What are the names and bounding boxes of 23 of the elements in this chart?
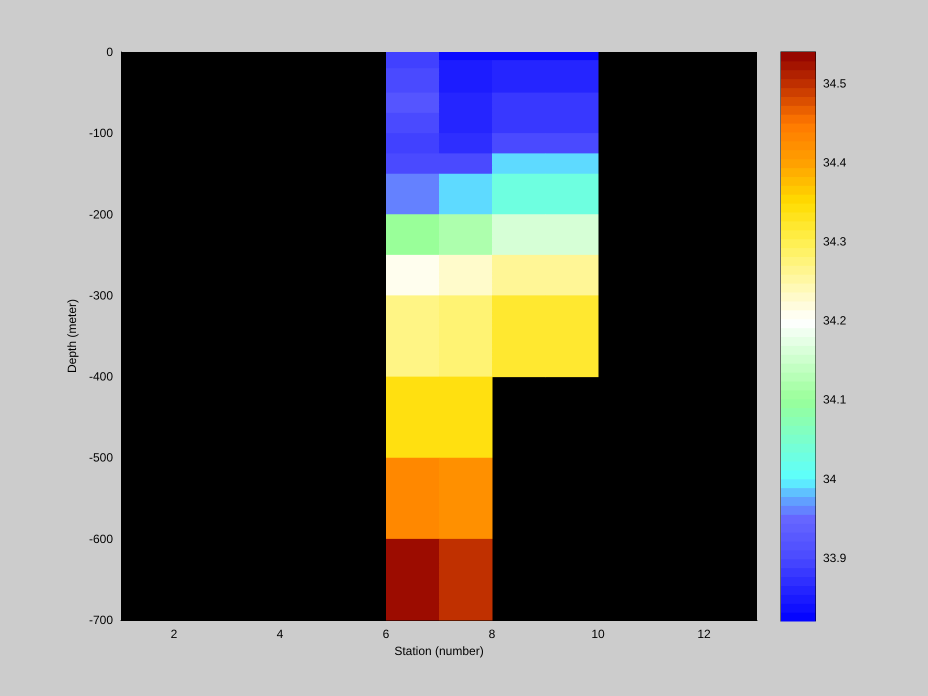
y-tick-label: 0: [106, 45, 114, 59]
x-tick-label: 2: [170, 627, 178, 641]
y-axis-title: Depth (meter): [65, 298, 80, 374]
color-bar-label: 34.5: [823, 76, 847, 91]
x-tick-label: 8: [488, 627, 496, 641]
y-tick-label: -600: [88, 532, 114, 546]
x-tick-label: 4: [276, 627, 284, 641]
y-tick-label: -300: [88, 288, 114, 302]
y-tick-label: -700: [88, 613, 114, 627]
color-bar-label: 34.4: [823, 156, 847, 170]
x-tick-label: 12: [697, 627, 711, 641]
color-bar-label: 34: [823, 472, 837, 486]
color-bar-label: 34.2: [823, 314, 847, 328]
y-tick-label: -400: [88, 370, 114, 384]
y-tick-label: -200: [88, 207, 114, 222]
x-tick-label: 6: [382, 627, 390, 641]
x-axis-title: Station (number): [394, 644, 484, 658]
x-tick-label: 10: [591, 627, 605, 641]
color-bar-label: 33.9: [823, 550, 847, 565]
y-tick-label: -500: [88, 450, 114, 465]
color-bar-label: 34.1: [823, 392, 847, 407]
color-bar-label: 34.3: [823, 234, 847, 249]
y-tick-label: -100: [88, 126, 114, 140]
